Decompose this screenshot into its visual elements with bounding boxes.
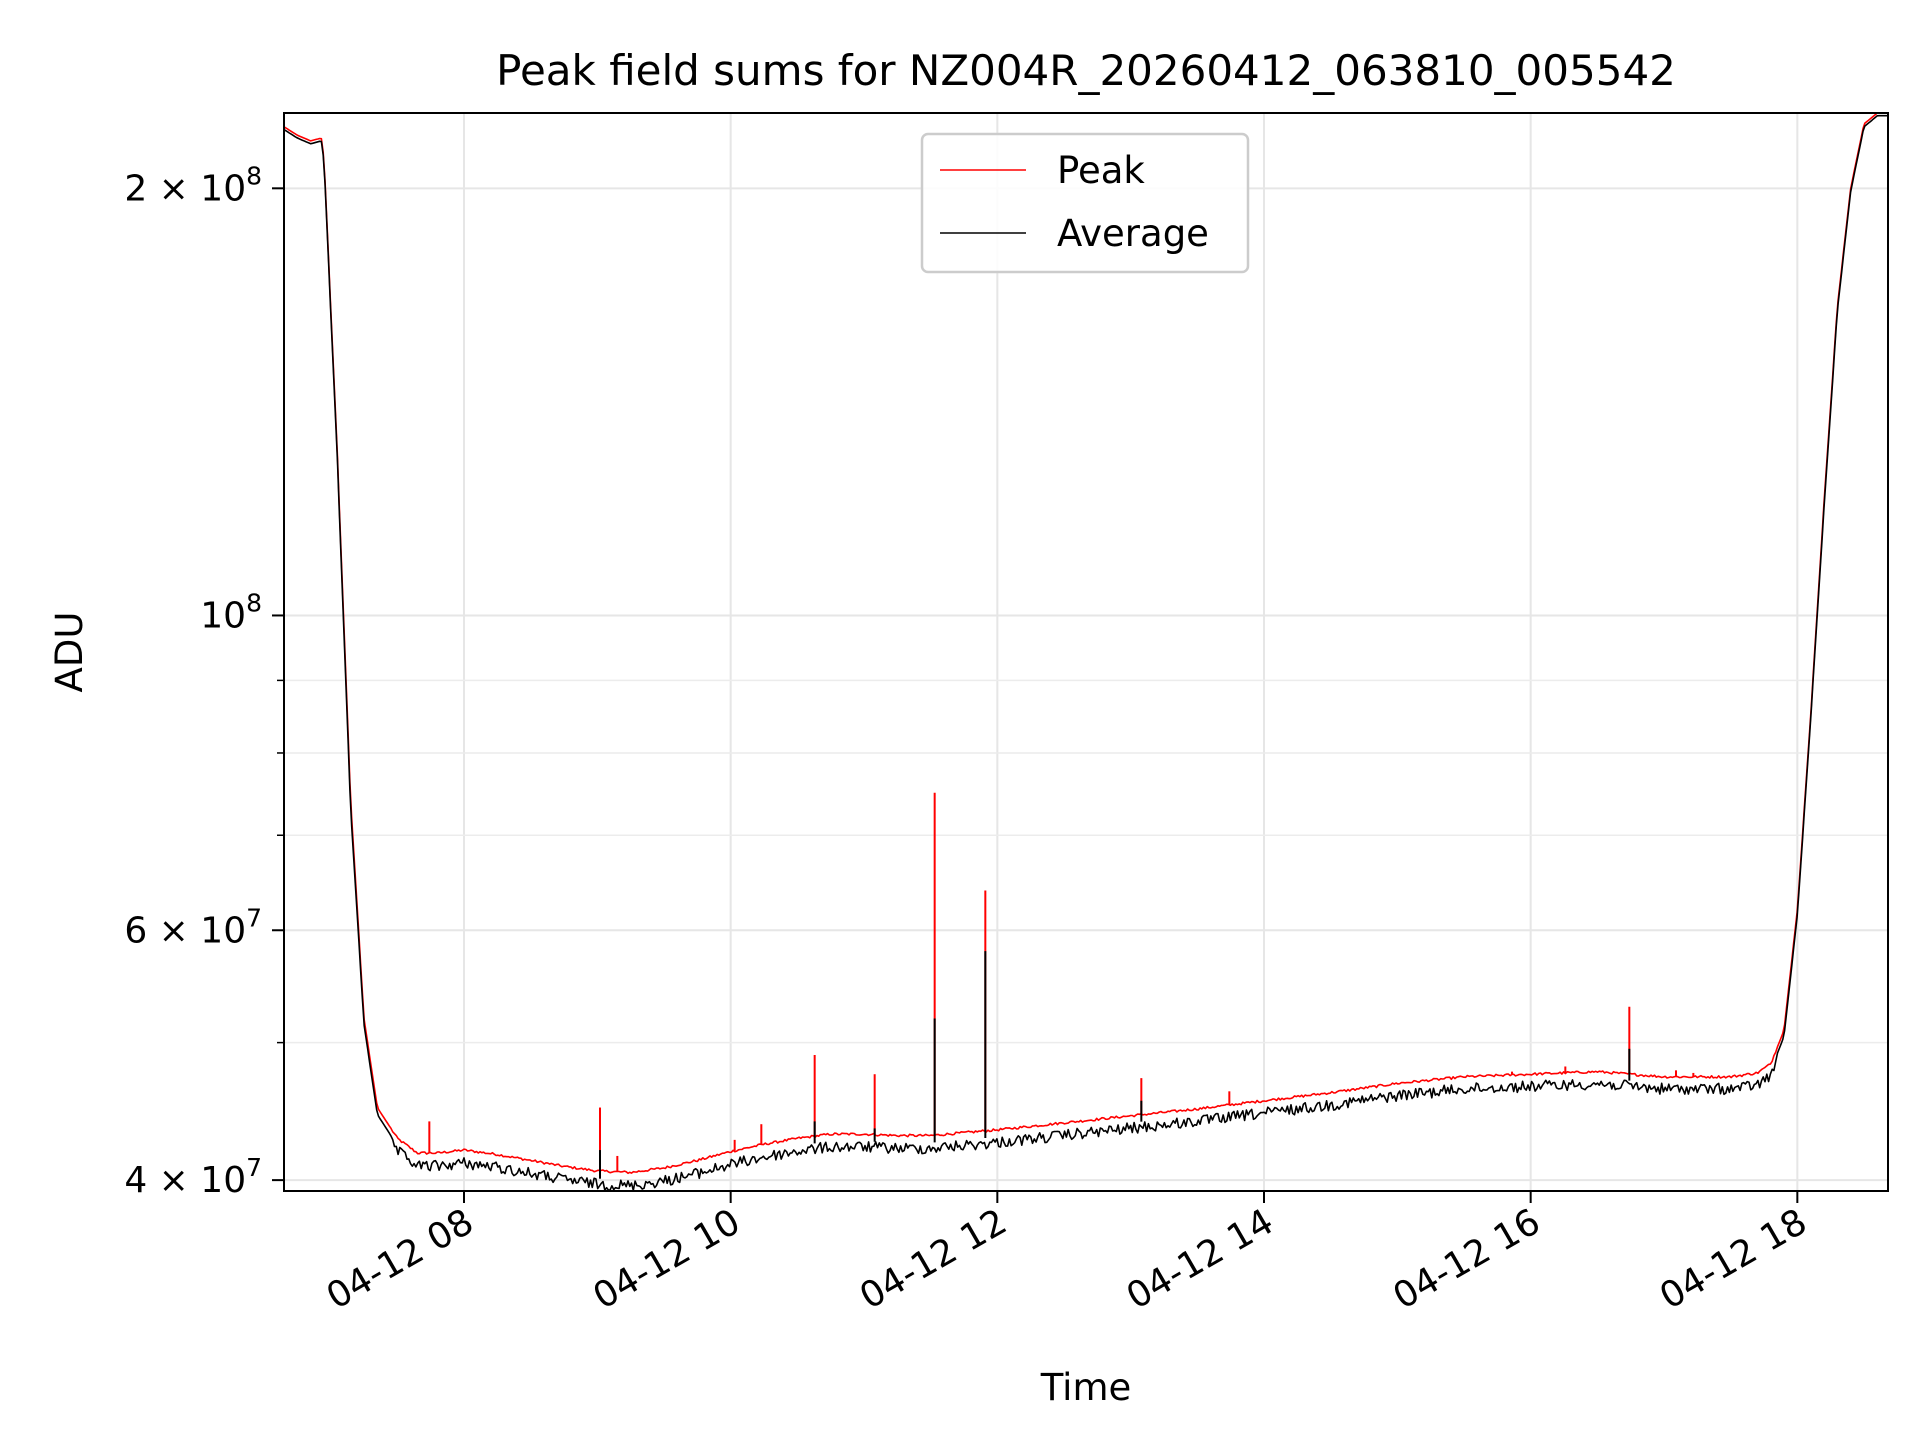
legend-peak-label: Peak bbox=[1057, 149, 1145, 192]
series-average-line bbox=[283, 114, 1888, 1192]
legend-box bbox=[920, 132, 1250, 274]
series-peak-line bbox=[283, 112, 1888, 1175]
y-tick-label: 6 × 107 bbox=[124, 903, 262, 951]
plot-frame bbox=[283, 112, 1889, 1192]
y-tick-label: 4 × 107 bbox=[124, 1153, 262, 1201]
series-lines bbox=[283, 112, 1888, 1192]
y-axis-label: ADU bbox=[48, 612, 91, 693]
legend-average-label: Average bbox=[1057, 212, 1209, 255]
y-tick-label: 2 × 108 bbox=[124, 161, 262, 209]
chart-title: Peak field sums for NZ004R_20260412_0638… bbox=[496, 46, 1676, 95]
legend: Peak Average bbox=[920, 132, 1250, 274]
x-axis-label: Time bbox=[1040, 1366, 1132, 1409]
